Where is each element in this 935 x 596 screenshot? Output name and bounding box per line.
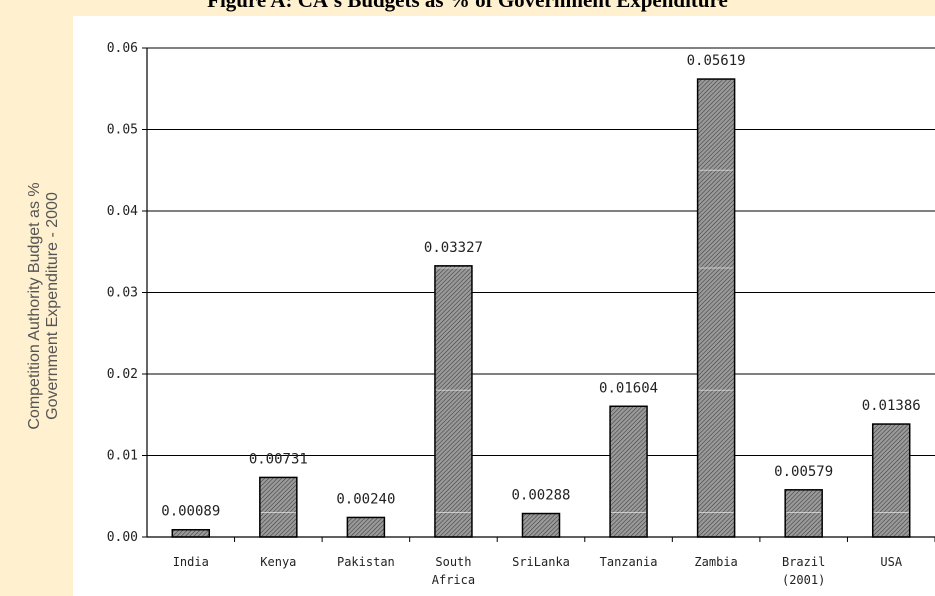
y-tick-label: 0.05: [107, 123, 138, 138]
data-label: 0.05619: [687, 53, 746, 69]
bars: [171, 78, 911, 538]
bar: [346, 516, 386, 538]
chart-title: Figure A: CA's Budgets as % of Governmen…: [207, 0, 728, 12]
axes: [146, 48, 935, 542]
bar: [434, 265, 473, 538]
y-tick-label: 0.02: [107, 367, 138, 382]
bar: [784, 489, 823, 538]
data-labels: 0.00089 0.00731 0.00240 0.03327 0.00288 0.016…: [161, 53, 920, 520]
bar: [521, 512, 561, 538]
data-label: 0.01386: [862, 398, 921, 414]
x-tick-label: Pakistan: [337, 555, 395, 569]
x-axis-labels: India Kenya Pakistan South Africa SriLanka Tan…: [173, 555, 903, 587]
y-tick-label: 0.06: [107, 41, 138, 56]
data-label: 0.00089: [161, 504, 220, 520]
y-tick-label: 0.04: [107, 204, 138, 219]
data-label: 0.00731: [249, 451, 308, 467]
y-tick-label: 0.03: [107, 286, 138, 301]
data-label: 0.01604: [599, 380, 658, 396]
y-tick-label: 0.00: [107, 530, 138, 545]
bar: [696, 78, 736, 538]
data-label: 0.00240: [336, 491, 395, 507]
grid-lines: [147, 47, 935, 456]
data-label: 0.00579: [774, 464, 833, 480]
data-label: 0.03327: [424, 240, 483, 256]
y-tick-label: 0.01: [107, 449, 138, 464]
x-tick-label: Kenya: [260, 555, 296, 569]
x-tick-label: Tanzania: [600, 555, 658, 569]
x-tick-label: Zambia: [694, 555, 737, 569]
bar: [171, 528, 211, 538]
bar: [259, 476, 298, 538]
x-tick-label: USA: [880, 555, 902, 569]
bar: [609, 405, 648, 538]
x-tick-label: Brazil: [782, 555, 825, 569]
bar: [871, 423, 911, 538]
x-tick-label: South: [435, 555, 471, 569]
data-label: 0.00288: [511, 488, 570, 504]
x-tick-label: Africa: [432, 573, 475, 587]
x-tick-label: SriLanka: [512, 555, 570, 569]
y-axis-ticks: 0.00 0.01 0.02 0.03 0.04 0.05 0.06: [107, 41, 147, 545]
x-tick-label: (2001): [782, 573, 825, 587]
x-tick-label: India: [173, 555, 209, 569]
